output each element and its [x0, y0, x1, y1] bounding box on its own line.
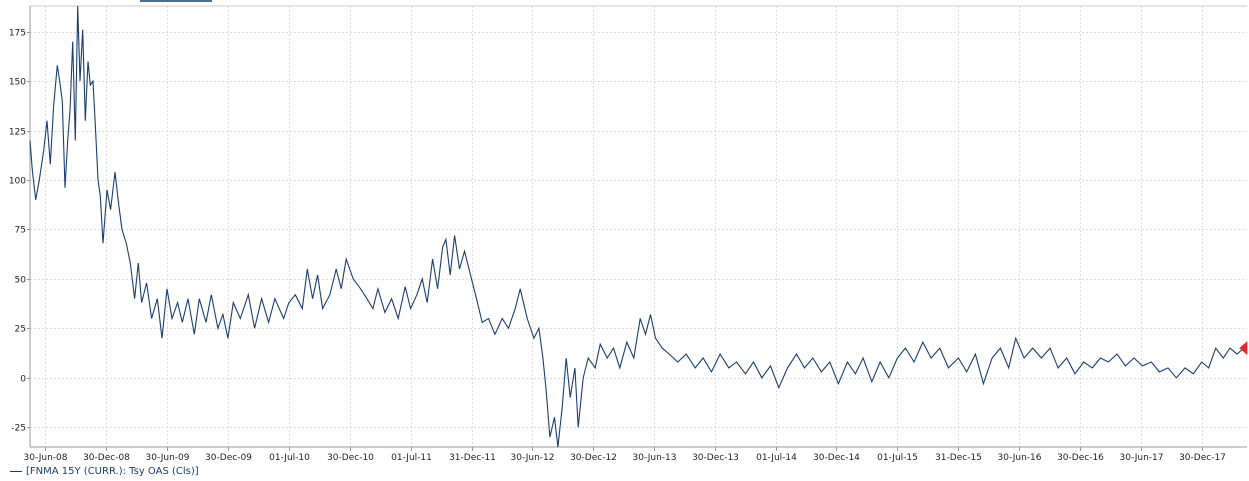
legend-label: [FNMA 15Y (CURR.): Tsy OAS (Cls)] [26, 466, 199, 477]
y-tick-label: 25 [15, 325, 26, 335]
legend: [FNMA 15Y (CURR.): Tsy OAS (Cls)] [10, 466, 199, 477]
x-tick-label: 30-Dec-13 [692, 453, 739, 463]
x-tick-label: 01-Jul-14 [756, 453, 797, 463]
y-tick-label: 100 [9, 177, 26, 187]
x-axis-ticks: 30-Jun-08 30-Dec-08 30-Jun-09 30-Dec-09 01-J… [24, 447, 1226, 463]
x-tick-label: 30-Jun-16 [998, 453, 1042, 463]
grid-lines [30, 6, 1247, 447]
y-tick-label: 50 [15, 276, 27, 286]
top-strip [140, 0, 212, 2]
x-tick-label: 30-Jun-12 [511, 453, 555, 463]
x-tick-label: 30-Dec-09 [205, 453, 252, 463]
x-tick-label: 31-Dec-15 [935, 453, 982, 463]
y-axis-ticks: 175 150 125 100 75 50 25 0 -25 [9, 29, 30, 434]
series-line [29, 5, 1245, 448]
last-value-marker [1239, 341, 1248, 356]
y-tick-label: 175 [9, 29, 26, 39]
x-tick-label: 31-Dec-11 [449, 453, 496, 463]
x-tick-label: 30-Jun-17 [1120, 453, 1164, 463]
x-tick-label: 30-Dec-14 [813, 453, 860, 463]
x-tick-label: 01-Jul-10 [269, 453, 310, 463]
y-tick-label: 0 [20, 375, 26, 385]
axes [29, 5, 1247, 448]
x-tick-label: 01-Jul-11 [391, 453, 432, 463]
x-tick-label: 01-Jul-15 [877, 453, 918, 463]
x-tick-label: 30-Dec-10 [327, 453, 374, 463]
x-tick-label: 30-Dec-17 [1179, 453, 1226, 463]
x-tick-label: 30-Jun-08 [24, 453, 68, 463]
y-tick-label: 75 [15, 226, 26, 236]
x-tick-label: 30-Dec-08 [83, 453, 130, 463]
x-tick-label: 30-Jun-09 [146, 453, 190, 463]
y-tick-label: 150 [9, 78, 26, 88]
x-tick-label: 30-Dec-16 [1057, 453, 1104, 463]
y-tick-label: -25 [11, 424, 26, 434]
legend-line-swatch [10, 471, 22, 472]
x-tick-label: 30-Dec-12 [570, 453, 617, 463]
x-tick-label: 30-Jun-13 [633, 453, 677, 463]
y-tick-label: 125 [9, 128, 26, 138]
